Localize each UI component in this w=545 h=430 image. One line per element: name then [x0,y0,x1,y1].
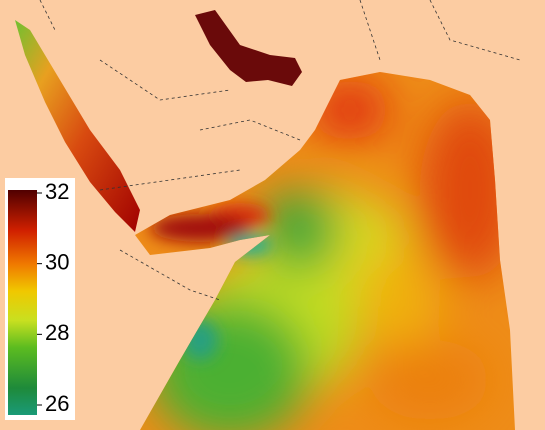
colorbar-gradient [8,190,37,415]
colorbar-tick-label: 30 [45,249,69,274]
colorbar-tick-label: 28 [45,320,69,345]
colorbar [5,178,75,420]
colorbar-tick-label: 32 [45,179,69,204]
red-sea [15,20,140,232]
colorbar-tick-label: 26 [45,391,69,416]
persian-gulf [195,10,302,86]
borders [39,0,521,301]
